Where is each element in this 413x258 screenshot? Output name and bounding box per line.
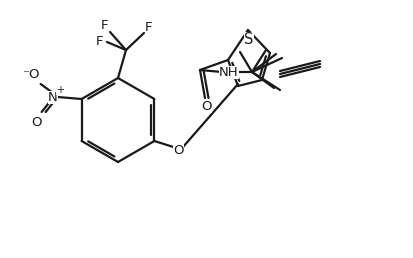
Text: O: O [201,100,212,112]
Text: O: O [173,143,183,157]
Text: NH: NH [218,66,238,78]
Text: S: S [244,31,253,46]
Text: F: F [96,35,104,47]
Text: ⁻O: ⁻O [22,68,39,80]
Text: O: O [31,116,42,128]
Text: N: N [47,91,57,103]
Text: +: + [55,85,64,95]
Text: F: F [145,20,152,34]
Text: F: F [101,19,109,31]
